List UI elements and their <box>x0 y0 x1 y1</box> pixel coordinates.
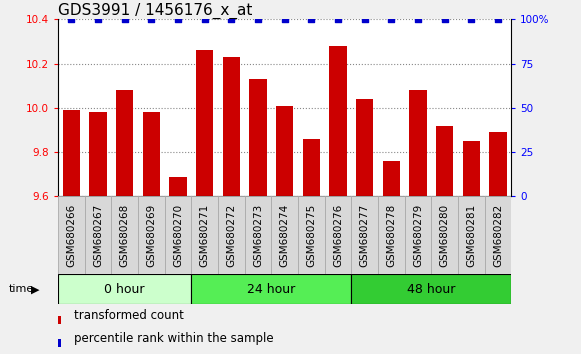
Text: GSM680280: GSM680280 <box>440 204 450 267</box>
Text: GSM680269: GSM680269 <box>146 204 156 267</box>
Bar <box>112 196 138 274</box>
Text: 24 hour: 24 hour <box>248 283 296 296</box>
Bar <box>143 112 160 196</box>
Text: GSM680267: GSM680267 <box>93 204 103 267</box>
Point <box>280 17 289 22</box>
Bar <box>89 112 107 196</box>
Point <box>387 17 396 22</box>
Bar <box>276 106 293 196</box>
Bar <box>352 274 511 304</box>
Bar <box>116 90 134 196</box>
Bar <box>191 274 352 304</box>
Point <box>307 17 316 22</box>
Point <box>333 17 343 22</box>
Bar <box>303 139 320 196</box>
Text: GSM680274: GSM680274 <box>279 204 290 267</box>
Bar <box>409 90 426 196</box>
Point <box>253 17 263 22</box>
Bar <box>170 177 187 196</box>
Point <box>173 17 182 22</box>
Bar <box>458 196 485 274</box>
Bar <box>63 110 80 196</box>
Text: GSM680275: GSM680275 <box>306 204 316 267</box>
Bar <box>436 126 453 196</box>
Point <box>147 17 156 22</box>
Bar <box>58 196 85 274</box>
Text: GSM680272: GSM680272 <box>227 204 236 267</box>
Bar <box>85 196 112 274</box>
Bar <box>356 99 374 196</box>
Bar <box>329 46 347 196</box>
Point <box>227 17 236 22</box>
Bar <box>462 141 480 196</box>
Text: ▶: ▶ <box>31 284 40 295</box>
Point <box>467 17 476 22</box>
Text: GSM680270: GSM680270 <box>173 204 183 267</box>
Bar <box>249 79 267 196</box>
Text: GSM680266: GSM680266 <box>66 204 77 267</box>
Bar <box>218 196 245 274</box>
Bar <box>196 51 213 196</box>
Text: GSM680273: GSM680273 <box>253 204 263 267</box>
Point <box>493 17 503 22</box>
Point <box>120 17 130 22</box>
Bar <box>378 196 404 274</box>
Text: GSM680277: GSM680277 <box>360 204 370 267</box>
Bar <box>223 57 240 196</box>
Text: 48 hour: 48 hour <box>407 283 456 296</box>
Text: GSM680282: GSM680282 <box>493 204 503 267</box>
Bar <box>245 196 271 274</box>
Bar <box>191 196 218 274</box>
Text: 0 hour: 0 hour <box>105 283 145 296</box>
Text: GSM680279: GSM680279 <box>413 204 423 267</box>
Bar <box>58 316 61 324</box>
Bar <box>485 196 511 274</box>
Bar <box>165 196 191 274</box>
Point <box>200 17 209 22</box>
Bar <box>58 339 61 347</box>
Bar <box>138 196 165 274</box>
Text: GSM680276: GSM680276 <box>333 204 343 267</box>
Bar <box>404 196 431 274</box>
Text: GSM680271: GSM680271 <box>200 204 210 267</box>
Point <box>440 17 449 22</box>
Bar <box>489 132 507 196</box>
Text: GDS3991 / 1456176_x_at: GDS3991 / 1456176_x_at <box>58 3 253 19</box>
Bar <box>298 196 325 274</box>
Text: percentile rank within the sample: percentile rank within the sample <box>74 332 274 346</box>
Point <box>413 17 422 22</box>
Text: GSM680278: GSM680278 <box>386 204 396 267</box>
Text: time: time <box>9 284 34 295</box>
Bar <box>431 196 458 274</box>
Point <box>94 17 103 22</box>
Bar <box>352 196 378 274</box>
Bar <box>325 196 352 274</box>
Point <box>360 17 370 22</box>
Bar <box>383 161 400 196</box>
Text: transformed count: transformed count <box>74 309 184 322</box>
Text: GSM680281: GSM680281 <box>467 204 476 267</box>
Text: GSM680268: GSM680268 <box>120 204 130 267</box>
Point <box>67 17 76 22</box>
Bar <box>58 274 191 304</box>
Bar <box>271 196 298 274</box>
